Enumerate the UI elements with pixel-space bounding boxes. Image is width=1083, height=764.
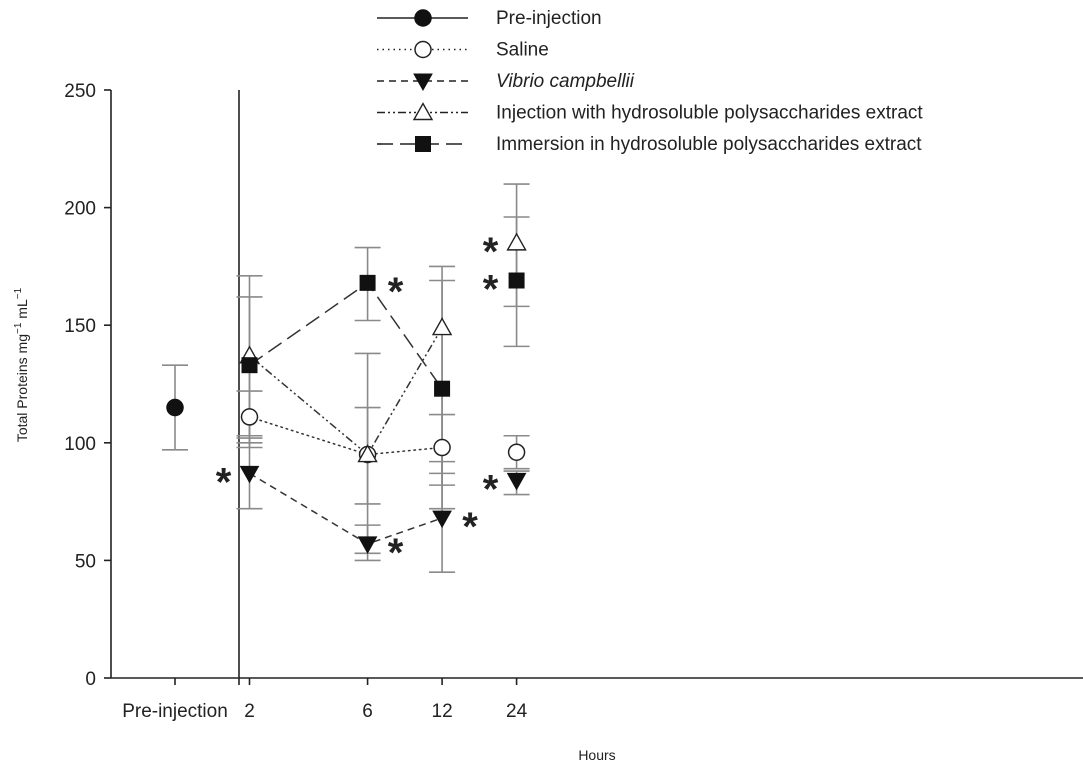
x-tick-label: Pre-injection [122,701,228,722]
marker-triangle-down [506,472,527,491]
marker-circle-open [507,443,526,461]
series-line [249,281,443,390]
marker-circle-open [414,40,432,59]
marker-triangle-down [413,73,433,92]
marker-triangle-down [239,465,260,484]
marker-triangle-up [412,102,434,121]
y-tick-label: 100 [64,434,96,455]
marker-triangle-up [506,232,527,251]
significance-asterisk: * [216,460,232,504]
legend-label: Saline [496,40,549,61]
marker-square [415,136,431,152]
y-tick-label: 200 [64,199,96,220]
significance-asterisk: * [388,270,404,314]
marker-circle-open [240,408,259,426]
x-tick-label: 12 [432,701,453,722]
legend: Pre-injection Saline Vibrio campbellii Inje… [377,8,923,155]
marker-circle-filled [166,398,184,417]
marker-triangle-up [357,444,378,463]
marker-square [359,274,376,291]
significance-markers: ****** * [216,230,499,575]
marker-square [508,272,525,289]
marker-square [434,380,451,397]
marker-square [241,357,258,374]
x-tick-label: 2 [244,701,255,722]
x-tick-label: 6 [362,701,373,722]
x-axis-title: Hours [578,747,615,763]
y-ticks: 0 50 100 150 200 250 [64,81,111,690]
significance-asterisk: * [388,531,404,575]
legend-label: Pre-injection [496,8,602,29]
significance-asterisk: * [462,505,478,549]
series-line [248,416,443,456]
marker-triangle-up [431,317,453,336]
series-markers [166,232,527,554]
axes [110,90,1083,679]
legend-label: Immersion in hydrosoluble polysaccharide… [496,134,922,155]
marker-triangle-down [357,536,378,554]
y-tick-label: 50 [75,551,96,572]
significance-asterisk: * [483,268,499,312]
series-line [249,472,443,545]
y-tick-label: 250 [64,81,96,102]
significance-asterisk: * [483,467,499,511]
marker-circle-open [433,438,451,457]
y-tick-label: 150 [64,316,96,337]
legend-label: Injection with hydrosoluble polysacchari… [496,103,923,124]
significance-asterisk: * [483,230,499,274]
y-axis-title: Total Proteins mg−1 mL−1 [13,287,30,442]
y-tick-label: 0 [85,669,96,690]
x-ticks: Pre-injection 2 6 12 24 [122,678,528,722]
series-lines [248,281,443,545]
x-tick-label: 24 [506,701,528,722]
marker-triangle-down [432,510,452,529]
legend-label: Vibrio campbellii [496,71,635,92]
marker-circle-filled [414,9,432,27]
